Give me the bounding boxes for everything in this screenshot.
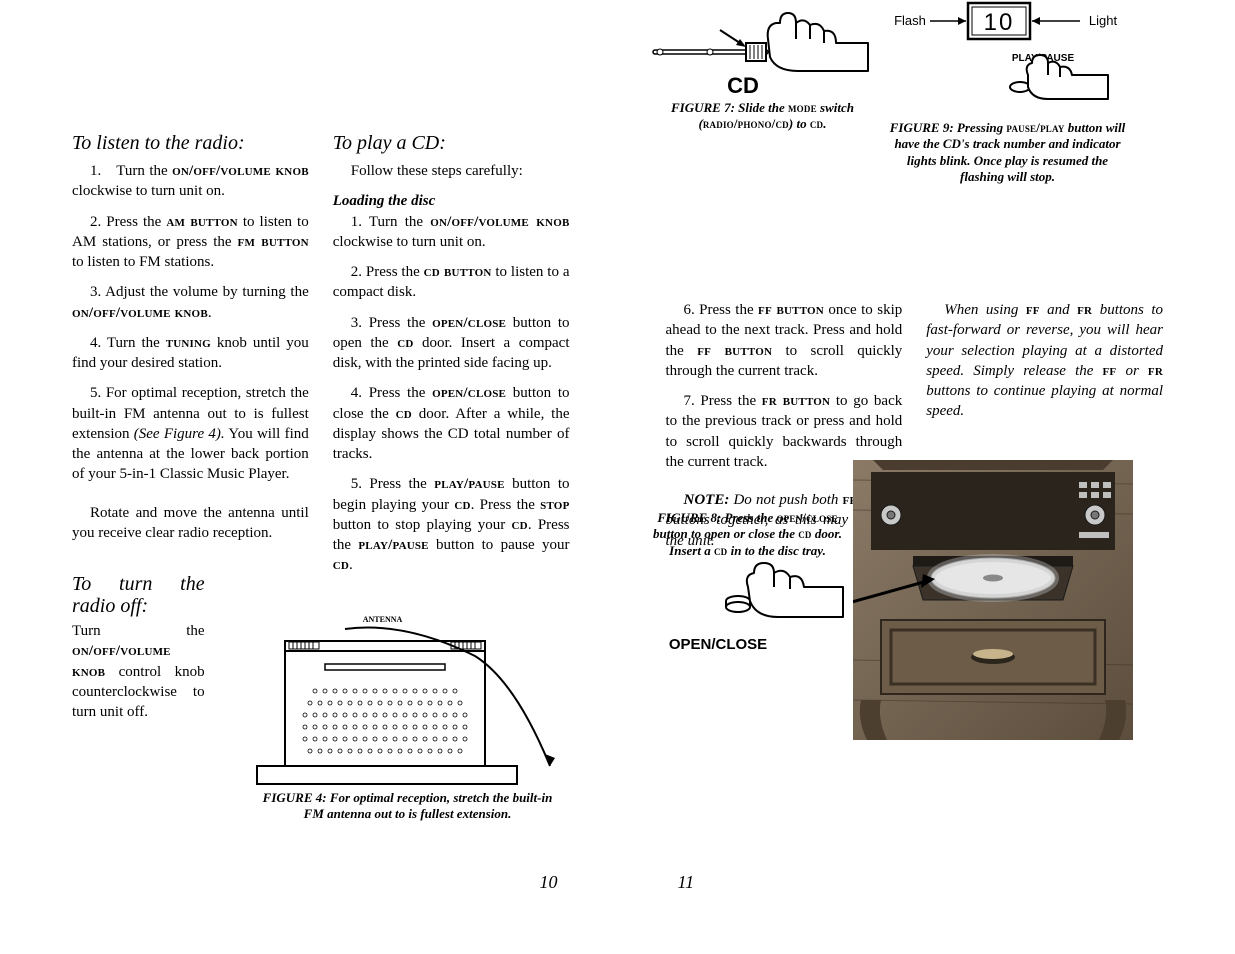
figure-9: 10 Flash Light PLAY/PAUSE [888, 0, 1128, 185]
radio-step4: 4. Turn the tuning knob until you find y… [72, 333, 309, 374]
figure-8: FIGURE 8: Press the open/close button to… [648, 510, 848, 659]
cd-step6: 6. Press the ff button once to skip ahea… [666, 300, 903, 381]
figure-8-hand: OPEN/CLOSE [648, 559, 848, 659]
figure-8-photo [853, 460, 1133, 740]
page-number-10: 10 [540, 870, 558, 894]
heading-radio: To listen to the radio: [72, 130, 309, 157]
figure-7: CD FIGURE 7: Slide the mode switch (radi… [648, 0, 878, 133]
svg-text:Flash: Flash [894, 13, 926, 28]
figure-7-diagram: CD [648, 0, 878, 100]
radio-step1: 1. Turn the on/off/volume knob clockwise… [72, 161, 309, 202]
radio-step5: 5. For optimal reception, stretch the bu… [72, 383, 309, 484]
svg-text:10: 10 [983, 9, 1014, 36]
radio-step3: 3. Adjust the volume by turning the on/o… [72, 282, 309, 323]
figure-4-caption: FIGURE 4: For optimal reception, stretch… [255, 790, 560, 823]
figure-4-diagram [255, 626, 560, 786]
cd-sub: Follow these steps carefully: [333, 161, 570, 181]
figure-9-diagram: 10 Flash Light PLAY/PAUSE [888, 0, 1128, 120]
cd-step1: 1. Turn the on/off/volume knob clockwise… [333, 212, 570, 253]
figure-8-caption: FIGURE 8: Press the open/close button to… [648, 510, 848, 559]
antenna-label: antenna [205, 610, 560, 626]
ff-fr-tip: When using ff and fr buttons to fast-for… [926, 300, 1163, 422]
figure-9-caption: FIGURE 9: Pressing pause/play button wil… [888, 120, 1128, 185]
figure-7-caption: FIGURE 7: Slide the mode switch (radio/p… [648, 100, 878, 133]
cd-step2: 2. Press the cd button to listen to a co… [333, 262, 570, 303]
loading-disc-heading: Loading the disc [333, 191, 570, 211]
radio-off-text: Turn the on/off/volume knob control knob… [72, 621, 205, 722]
page-spread: To listen to the radio: 1. Turn the on/o… [0, 0, 1235, 954]
cd-step4: 4. Press the open/close button to close … [333, 383, 570, 464]
heading-cd: To play a CD: [333, 130, 570, 157]
turn-off-block: To turn the radio off: Turn the on/off/v… [72, 573, 205, 722]
svg-text:OPEN/CLOSE: OPEN/CLOSE [668, 636, 766, 653]
svg-text:Light: Light [1088, 13, 1117, 28]
figure-4: antenna [255, 610, 560, 823]
cd-step3: 3. Press the open/close button to open t… [333, 313, 570, 374]
radio-antenna-tip: Rotate and move the antenna until you re… [72, 503, 309, 544]
page-left: To listen to the radio: 1. Turn the on/o… [0, 0, 618, 954]
radio-step2: 2. Press the am button to listen to AM s… [72, 212, 309, 273]
heading-radio-off: To turn the radio off: [72, 573, 205, 617]
page-right: CD FIGURE 7: Slide the mode switch (radi… [618, 0, 1235, 954]
svg-text:CD: CD [727, 73, 759, 98]
page-number-11: 11 [678, 870, 695, 894]
cd-step5: 5. Press the play/pause button to begin … [333, 474, 570, 575]
